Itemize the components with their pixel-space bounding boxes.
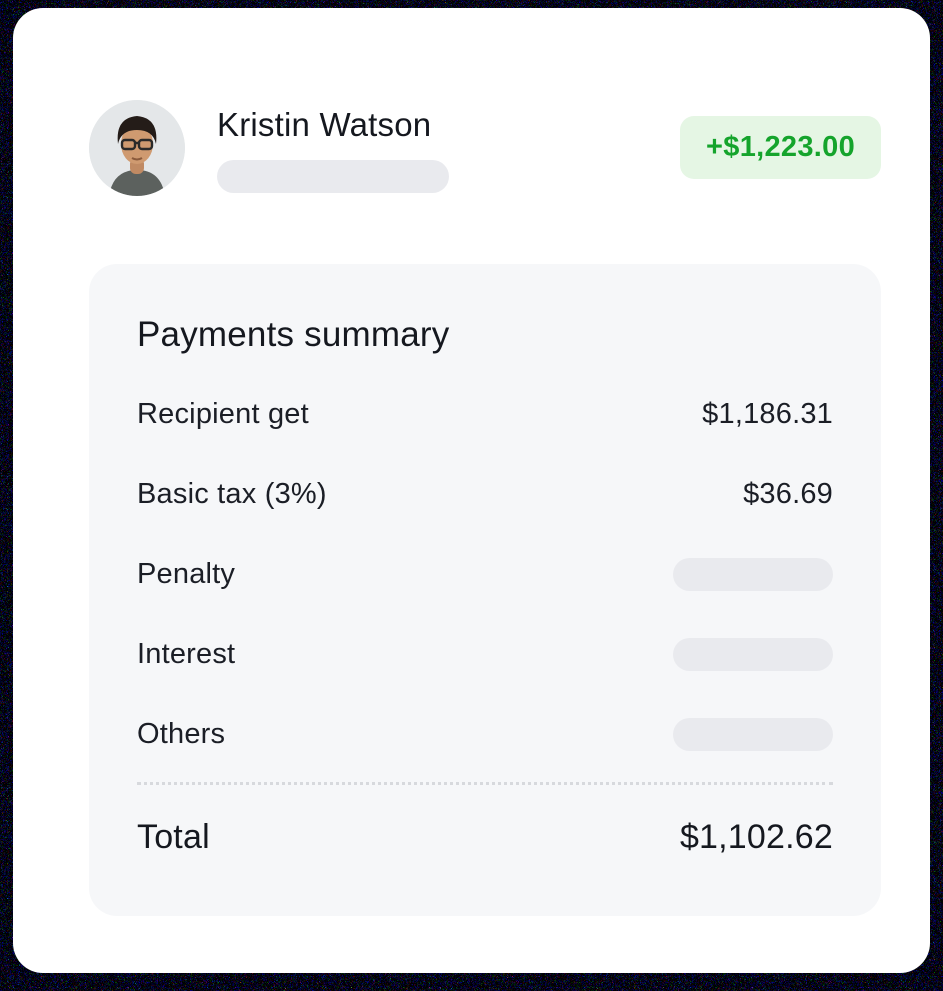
summary-row: Recipient get $1,186.31 (137, 374, 833, 454)
summary-row: Others (137, 694, 833, 774)
row-label: Others (137, 717, 226, 750)
payment-card: Kristin Watson +$1,223.00 Payments summa… (13, 8, 930, 973)
row-value-slot (673, 557, 833, 591)
row-value-skeleton (673, 717, 833, 751)
recipient-name-block: Kristin Watson (217, 100, 449, 193)
row-value-skeleton (673, 557, 833, 591)
total-row: Total $1,102.62 (137, 785, 833, 889)
amount-badge: +$1,223.00 (680, 116, 881, 179)
total-label: Total (137, 817, 210, 856)
summary-rows: Recipient get $1,186.31 Basic tax (3%) $… (137, 374, 833, 774)
dotted-divider (137, 782, 833, 785)
row-label: Interest (137, 637, 236, 670)
summary-row: Penalty (137, 534, 833, 614)
recipient-name: Kristin Watson (217, 106, 432, 143)
panel-title: Payments summary (137, 315, 450, 354)
row-value-slot (673, 637, 833, 671)
summary-row: Basic tax (3%) $36.69 (137, 454, 833, 534)
row-value-slot (673, 717, 833, 751)
row-value: $1,186.31 (702, 397, 833, 430)
payments-summary-panel: Payments summary Recipient get $1,186.31… (89, 264, 881, 916)
row-value-skeleton (673, 637, 833, 671)
row-label: Basic tax (3%) (137, 477, 327, 510)
recipient-header: Kristin Watson +$1,223.00 (89, 100, 881, 196)
avatar (89, 100, 185, 196)
recipient-subtitle-skeleton (217, 160, 449, 193)
summary-row: Interest (137, 614, 833, 694)
row-label: Penalty (137, 557, 236, 590)
total-value: $1,102.62 (679, 817, 833, 856)
avatar-photo-icon (89, 100, 185, 196)
row-value: $36.69 (743, 477, 833, 510)
row-label: Recipient get (137, 397, 309, 430)
